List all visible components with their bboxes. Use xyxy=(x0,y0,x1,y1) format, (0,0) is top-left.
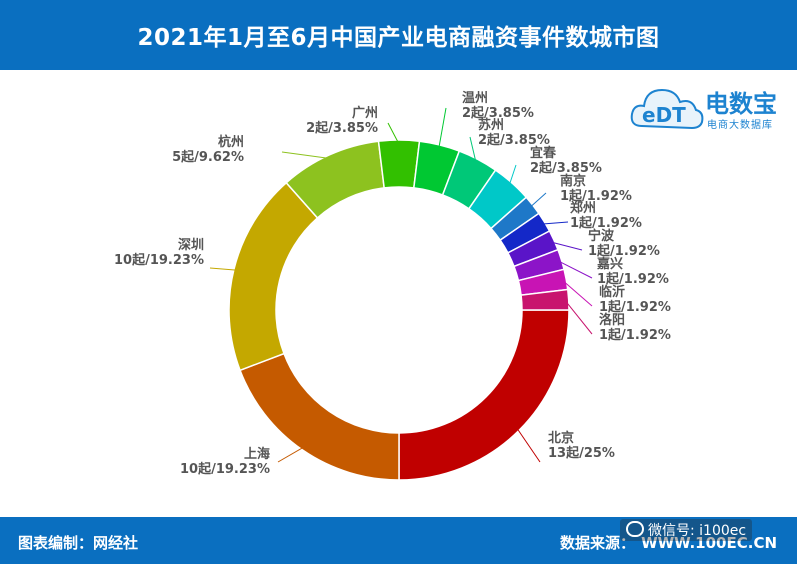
slice-value-label: 1起/1.92% xyxy=(599,327,671,343)
leader-line-10 xyxy=(550,241,583,251)
slice-name-label: 郑州 xyxy=(570,200,596,216)
slice-name-label: 南京 xyxy=(560,173,586,189)
slice-value-label: 1起/1.92% xyxy=(588,243,660,259)
slice-value-label: 1起/1.92% xyxy=(560,188,632,204)
leader-line-12 xyxy=(561,279,593,307)
chart-slices xyxy=(228,139,570,481)
slice-value-label: 2起/3.85% xyxy=(462,105,534,121)
slice-value-label: 10起/19.23% xyxy=(180,461,270,477)
slice-name-label: 苏州 xyxy=(478,117,504,133)
slice-13 xyxy=(520,288,570,311)
slice-2 xyxy=(228,181,319,372)
leader-line-6 xyxy=(469,136,477,164)
slice-name-label: 北京 xyxy=(548,430,574,446)
slice-value-label: 1起/1.92% xyxy=(597,271,669,287)
leader-line-0 xyxy=(515,427,541,463)
slice-name-label: 宜春 xyxy=(530,145,557,161)
leader-line-2 xyxy=(209,267,238,271)
source-label: 数据来源： xyxy=(560,534,636,552)
logo-subtitle: 电商大数据库 xyxy=(707,120,773,131)
slice-value-label: 1起/1.92% xyxy=(599,299,671,315)
slice-value-label: 5起/9.62% xyxy=(172,149,244,165)
slice-value-label: 13起/25% xyxy=(548,445,615,461)
leader-line-5 xyxy=(438,107,447,149)
slice-0 xyxy=(398,309,570,481)
wechat-watermark: 微信号: i100ec xyxy=(620,519,753,541)
slice-4 xyxy=(377,139,421,189)
slice-name-label: 温州 xyxy=(462,91,488,106)
footer-source: 数据来源： WWW.100EC.CN xyxy=(560,532,777,553)
source-url[interactable]: WWW.100EC.CN xyxy=(641,534,777,552)
slice-name-label: 临沂 xyxy=(599,284,625,300)
cloud-logo-icon: eDT xyxy=(630,88,704,130)
slice-name-label: 广州 xyxy=(352,105,378,121)
leader-line-3 xyxy=(281,151,331,160)
slice-name-label: 上海 xyxy=(244,446,270,462)
leader-line-9 xyxy=(541,221,569,225)
wechat-icon xyxy=(626,521,644,537)
leader-line-13 xyxy=(564,299,593,335)
footer-credit: 图表编制：网经社 xyxy=(18,534,139,552)
leader-line-8 xyxy=(529,192,547,208)
chart-leader-lines xyxy=(209,107,593,463)
chart-labels: 北京13起/25%上海10起/19.23%深圳10起/19.23%杭州5起/9.… xyxy=(114,91,671,477)
logo-brand: 电数宝 xyxy=(705,90,777,118)
leader-line-4 xyxy=(387,122,400,145)
brand-logo: eDT 电数宝 电商大数据库 xyxy=(628,78,793,134)
leader-line-1 xyxy=(277,446,305,463)
slice-name-label: 洛阳 xyxy=(599,312,625,328)
chart-header: 2021年1月至6月中国产业电商融资事件数城市图 xyxy=(0,0,797,70)
chart-footer: 图表编制：网经社 数据来源： WWW.100EC.CN xyxy=(0,517,797,564)
slice-value-label: 10起/19.23% xyxy=(114,252,204,268)
chart-title: 2021年1月至6月中国产业电商融资事件数城市图 xyxy=(137,25,660,51)
logo-mark: eDT xyxy=(642,103,686,127)
slice-name-label: 宁波 xyxy=(588,228,615,244)
wechat-text: 微信号: i100ec xyxy=(648,523,747,539)
slice-value-label: 2起/3.85% xyxy=(478,132,550,148)
slice-value-label: 1起/1.92% xyxy=(570,215,642,231)
slice-name-label: 深圳 xyxy=(178,237,204,253)
slice-value-label: 2起/3.85% xyxy=(530,160,602,176)
leader-line-11 xyxy=(557,260,593,279)
leader-line-7 xyxy=(508,164,517,186)
slice-name-label: 嘉兴 xyxy=(596,256,623,272)
slice-value-label: 2起/3.85% xyxy=(306,120,378,136)
slice-name-label: 杭州 xyxy=(218,134,244,150)
donut-chart: 北京13起/25%上海10起/19.23%深圳10起/19.23%杭州5起/9.… xyxy=(114,91,671,481)
